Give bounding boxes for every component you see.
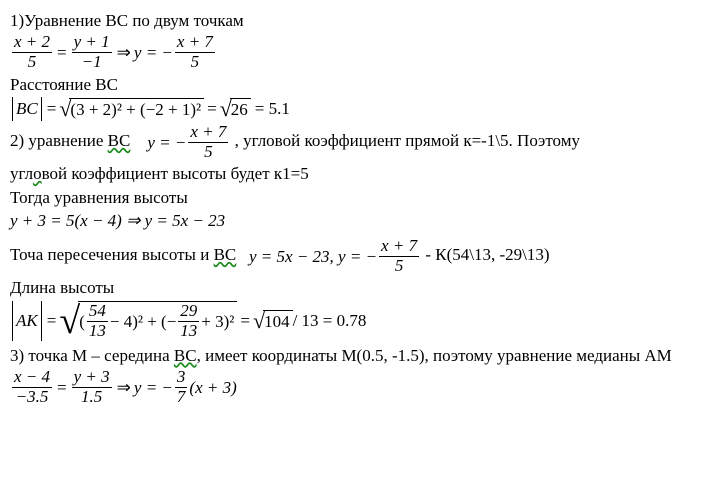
fraction: x + 2 5: [12, 33, 52, 71]
denominator: 5: [393, 257, 406, 276]
fraction: 29 13: [178, 302, 199, 340]
equation-2: BC = √ (3 + 2)² + (−2 + 1)² = √ 26 = 5.1: [10, 97, 707, 121]
fraction: x + 7 5: [188, 123, 228, 161]
numerator: y + 3: [72, 368, 112, 387]
sqrt-body: (3 + 2)² + (−2 + 1)²: [69, 98, 204, 120]
text-fragment: вой коэффициент высоты будет к1=5: [42, 164, 309, 183]
text-fragment: угл: [10, 164, 33, 183]
denominator: −3.5: [14, 388, 51, 407]
text-fragment: , имеет координаты М(0.5, -1.5), поэтому…: [197, 346, 672, 365]
sqrt: √ (3 + 2)² + (−2 + 1)²: [59, 98, 204, 120]
numerator: 29: [178, 302, 199, 321]
numerator: x − 4: [12, 368, 52, 387]
text-line-4: угловой коэффициент высоты будет к1=5: [10, 163, 707, 184]
wavy-text: ВС: [108, 131, 131, 150]
equation-text: y = −: [134, 377, 173, 398]
equation-1: x + 2 5 = y + 1 −1 ⇒ y = − x + 7 5: [10, 33, 707, 71]
fraction: y + 3 1.5: [72, 368, 112, 406]
fraction: x + 7 5: [379, 237, 419, 275]
text-fragment: Точа пересечения высоты и: [10, 245, 214, 264]
equation-5: x − 4 −3.5 = y + 3 1.5 ⇒ y = − 3 7 (x + …: [10, 368, 707, 406]
numerator: x + 7: [379, 237, 419, 256]
fraction: 54 13: [87, 302, 108, 340]
text-line-5: Тогда уравнения высоты: [10, 187, 707, 208]
text-line-7: Длина высоты: [10, 277, 707, 298]
text-fragment: , угловой коэффициент прямой к=-1\5. Поэ…: [235, 131, 580, 150]
equation-text: y = −: [147, 132, 186, 153]
text-line-1: 1)Уравнение ВС по двум точкам: [10, 10, 707, 31]
equation-4: AK = √ ( 54 13 − 4)² + (− 29 13 + 3)² = …: [10, 301, 707, 341]
wavy-text: ВС: [214, 245, 237, 264]
equation-3: y + 3 = 5(x − 4) ⇒ y = 5x − 23: [10, 210, 707, 231]
numerator: 3: [175, 368, 188, 387]
denominator: 13: [178, 322, 199, 341]
text-fragment: - К(54\13, -29\13): [425, 245, 549, 264]
equation-text: y = −: [134, 42, 173, 63]
text-line-3: 2) уравнение ВС y = − x + 7 5 , угловой …: [10, 123, 707, 161]
equation-text: / 13 = 0.78: [293, 310, 367, 331]
wavy-text: ВС: [174, 346, 197, 365]
denominator: 13: [87, 322, 108, 341]
equation-text: = 5.1: [255, 98, 290, 119]
abs-ak: AK: [12, 301, 42, 341]
sqrt: √ 26: [220, 98, 251, 120]
numerator: x + 2: [12, 33, 52, 52]
fraction: x − 4 −3.5: [12, 368, 52, 406]
denominator: 5: [189, 53, 202, 72]
sqrt-body: 26: [230, 98, 251, 120]
text-fragment: 2) уравнение: [10, 131, 108, 150]
equation-text: y = 5x − 23, y = −: [249, 246, 377, 267]
denominator: 5: [202, 143, 215, 162]
sqrt: √ 104: [253, 310, 293, 332]
denominator: 5: [26, 53, 39, 72]
equation-text: (x + 3): [189, 377, 236, 398]
wavy-text: о: [33, 164, 42, 183]
fraction: x + 7 5: [175, 33, 215, 71]
numerator: x + 7: [175, 33, 215, 52]
text-fragment: 3) точка М – середина: [10, 346, 174, 365]
sqrt-body: 104: [263, 310, 293, 332]
denominator: −1: [80, 53, 104, 72]
numerator: 54: [87, 302, 108, 321]
text-line-6: Точа пересечения высоты и ВС y = 5x − 23…: [10, 237, 707, 275]
denominator: 7: [175, 388, 188, 407]
abs-bc: BC: [12, 97, 42, 121]
text-line-8: 3) точка М – середина ВС, имеет координа…: [10, 345, 707, 366]
numerator: y + 1: [72, 33, 112, 52]
numerator: x + 7: [188, 123, 228, 142]
fraction: y + 1 −1: [72, 33, 112, 71]
text-line-2: Расстояние ВС: [10, 74, 707, 95]
denominator: 1.5: [79, 388, 104, 407]
sqrt: √ ( 54 13 − 4)² + (− 29 13 + 3)²: [59, 301, 237, 340]
fraction: 3 7: [175, 368, 188, 406]
